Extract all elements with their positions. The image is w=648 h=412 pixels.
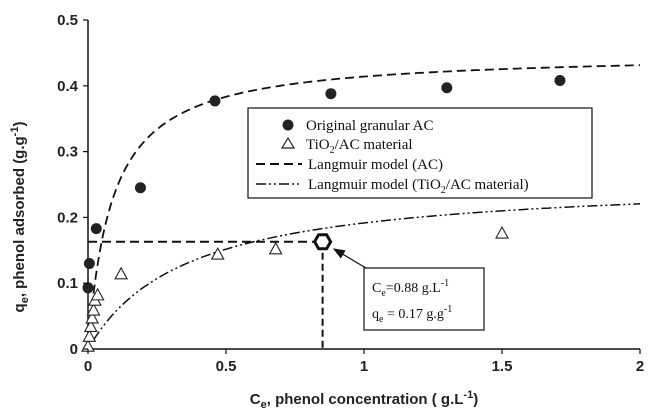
point-ac (209, 95, 221, 107)
point-tio2 (268, 241, 283, 255)
y-tick-label: 0.3 (57, 144, 78, 161)
annotation-box (363, 267, 485, 331)
legend: Original granular AC TiO2/AC material La… (247, 107, 593, 199)
legend-marker-ac (282, 119, 294, 131)
point-tio2 (114, 266, 129, 280)
legend-label-langmuir-ac: Langmuir model (AC) (308, 157, 443, 173)
point-tio2 (82, 329, 97, 342)
point-tio2 (85, 310, 100, 324)
y-tick-label: 0 (70, 341, 78, 358)
data-points (81, 75, 566, 352)
langmuir-curve-ac (92, 64, 641, 294)
point-tio2 (90, 287, 105, 301)
y-tick-label: 0.5 (57, 12, 78, 29)
legend-label-tio2: TiO2/AC material (306, 137, 413, 156)
point-ac (325, 88, 337, 100)
point-ac (82, 282, 94, 294)
x-tick-label: 0 (84, 358, 92, 375)
y-tick-label: 0.4 (57, 78, 79, 95)
highlight-point-hexagon (312, 233, 333, 251)
point-tio2 (83, 319, 98, 333)
point-tio2 (86, 302, 101, 316)
legend-marker-tio2 (280, 136, 296, 149)
point-ac (554, 75, 566, 87)
legend-label-ac: Original granular AC (306, 118, 433, 134)
legend-box (247, 107, 593, 199)
y-axis-title: qe, phenol adsorbed (g.g-1) (9, 122, 31, 313)
reference-lines (88, 240, 324, 349)
x-tick-label: 1 (360, 358, 368, 375)
x-tick-label: 0.5 (216, 358, 237, 375)
x-tick-label: 1.5 (492, 358, 513, 375)
point-ac (83, 257, 95, 269)
x-tick-label: 2 (636, 358, 644, 375)
point-ac (90, 223, 102, 235)
annotation: Ce=0.88 g.L-1 qe = 0.17 g.g-1 (332, 248, 485, 331)
annotation-line-qe: qe = 0.17 g.g-1 (372, 304, 452, 325)
point-ac (441, 82, 453, 94)
model-curves (92, 64, 641, 341)
point-tio2 (210, 246, 225, 260)
annotation-arrow (332, 248, 372, 272)
point-tio2 (495, 225, 509, 239)
y-tick-label: 0.2 (57, 209, 78, 226)
legend-label-langmuir-tio2: Langmuir model (TiO2/AC material) (308, 177, 529, 196)
y-tick-label: 0.1 (57, 275, 78, 292)
tick-labels: 0 0.1 0.2 0.3 0.4 0.5 0 0.5 1 1.5 2 (57, 12, 644, 375)
langmuir-curve-tio2 (92, 203, 641, 341)
annotation-line-ce: Ce=0.88 g.L-1 (372, 278, 449, 299)
point-ac (134, 182, 146, 194)
x-axis-title: Ce, phenol concentration ( g.L-1) (250, 389, 478, 411)
